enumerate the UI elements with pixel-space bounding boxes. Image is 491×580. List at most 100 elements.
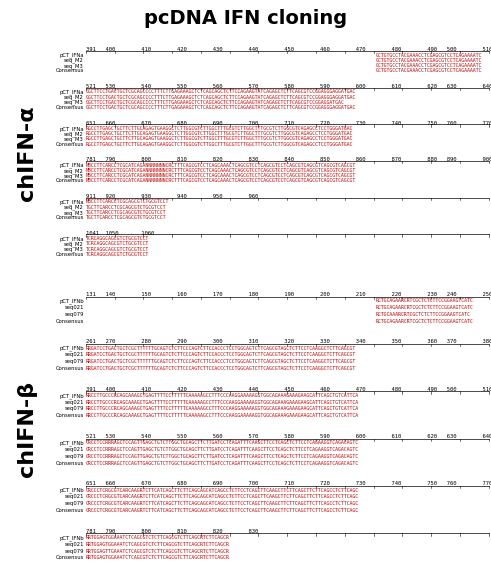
Text: seq_M2: seq_M2 (64, 205, 84, 211)
Text: seq_M2: seq_M2 (64, 168, 84, 173)
Text: 651   660        670        680        690        700        710        720     : 651 660 670 680 690 700 710 720 (86, 121, 491, 126)
Text: GGCTTCCTGACTGCTCGCAGCCCCTTTCTTGAGAAAGCTCTCAGCAGCTCTTCCAGAAGTATCAGAGCTCTTCAGCGTCC: GGCTTCCTGACTGCTCGCAGCCCCTTTCTTGAGAAAGCTC… (86, 105, 356, 110)
Text: TCRCAGGCAGCGTCTGCGTCCT: TCRCAGGCAGCGTCTGCGTCCT (86, 246, 149, 252)
Text: Consensus: Consensus (55, 179, 84, 183)
Text: RGCCTTGAGCTGCTTCTTGCAGAGTGAAGGCTCTTGGCGTCTTGGCTTTGCGTCTTGGCTTTGCGTCTTGGCGTCAGAGC: RGCCTTGAGCTGCTTCTTGCAGAGTGAAGGCTCTTGGCGT… (86, 136, 354, 142)
Text: pCT_IFNb: pCT_IFNb (59, 346, 84, 351)
Text: Consensus: Consensus (55, 215, 84, 220)
Text: RCTGCAGAARCRTCGCTCTCTTCCGGAAGTCATC: RCTGCAGAARCRTCGCTCTCTTCCGGAAGTCATC (376, 318, 473, 324)
Text: 781   790        800        810        820        830: 781 790 800 810 820 830 (86, 529, 258, 534)
Text: RCTGCAAARCRTCGCTCTCTTCCGGAAGTCATC: RCTGCAAARCRTCGCTCTCTTCCGGAAGTCATC (376, 312, 471, 317)
Text: pCT_IFNb: pCT_IFNb (59, 298, 84, 304)
Text: seq_M2: seq_M2 (64, 131, 84, 137)
Text: Consensus: Consensus (55, 105, 84, 110)
Text: RRTGGAGTTGAAATCTCAGCGTCTCTTCAGCGTCTTCAGCRTCTTCAGCR: RRTGGAGTTGAAATCTCAGCGTCTCTTCAGCGTCTTCAGC… (86, 549, 230, 553)
Text: TCRCAGGCAGCGTCTGCGTCCT: TCRCAGGCAGCGTCTGCGTCCT (86, 252, 149, 257)
Text: 261   270        280        290        300        310        320        330     : 261 270 280 290 300 310 320 330 (86, 339, 491, 344)
Text: RGCCTTGAGCTGCTTCTTGCAGAGTGAAGGCTCTTGGCGTCTTGGCTTTGCGTCTTGGCTTTGCGTCTTGGCGTCAGAGC: RGCCTTGAGCTGCTTCTTGCAGAGTGAAGGCTCTTGGCGT… (86, 126, 354, 131)
Text: seq021: seq021 (64, 542, 84, 547)
Text: seq_M2: seq_M2 (64, 95, 84, 100)
Text: Consensus: Consensus (55, 68, 84, 73)
Text: seq021: seq021 (64, 353, 84, 357)
Text: Consensus: Consensus (55, 508, 84, 513)
Text: TGCTTCARCCTCGCAGCGTCTGCGTCCT: TGCTTCARCCTCGCAGCGTCTGCGTCCT (86, 215, 166, 220)
Text: GCTGTGCCTACGAAACCTCGAGCGTCCTCAGAAAATC: GCTGTGCCTACGAAACCTCGAGCGTCCTCAGAAAATC (376, 58, 482, 63)
Text: pCT_IFNb: pCT_IFNb (59, 440, 84, 446)
Text: seq_M3: seq_M3 (64, 210, 84, 216)
Text: pCT_IFNa: pCT_IFNa (59, 53, 84, 58)
Text: NBCCTTCARCCTCGCATCAGANNNNNNNCRCTTTCAGCGTCCTCAGCAAACTCAGCGTCCTCAGCGTCCTCAGCGTCAGC: NBCCTTCARCCTCGCATCAGANNNNNNNCRCTTTCAGCGT… (86, 163, 356, 168)
Text: pcDNA IFN cloning: pcDNA IFN cloning (144, 9, 347, 28)
Text: seq_M3: seq_M3 (64, 173, 84, 179)
Text: seq_M3: seq_M3 (64, 246, 84, 252)
Text: seq079: seq079 (64, 312, 84, 317)
Text: CRCCTCCRRRAGCTCCAGTTGAGCTGTCTTGGCTGCAGCTTCTTGATCCTCAGATTTCAAGCTTCCTCAGCTCTTCCTCA: CRCCTCCRRRAGCTCCAGTTGAGCTGTCTTGGCTGCAGCT… (86, 447, 359, 452)
Text: RGCCTTGAGCTGCTTCTTGCAGAGTGAAGGCTCTTGGCGTCTTGGCTTTGCGTCTTGGCTTTGCGTCTTGGCGTCAGAGC: RGCCTTGAGCTGCTTCTTGCAGAGTGAAGGCTCTTGGCGT… (86, 131, 354, 136)
Text: CRCCCTCRGCGTCARCAAGRTCTTCATCAGCTTCTTCAGCAGCATCAGCCTCTTCCTCAGCTTCAAGCTTCTTCAGCTTC: CRCCCTCRGCGTCARCAAGRTCTTCATCAGCTTCTTCAGC… (86, 501, 359, 506)
Text: seq_M2: seq_M2 (64, 58, 84, 63)
Text: pCT_IFNa: pCT_IFNa (59, 236, 84, 242)
Text: seq_M2: seq_M2 (64, 241, 84, 247)
Text: RGCCTTGAGCTGCTTCTTGCAGAGTGAAGGCTCTTGGCGTCTTGGCTTTGCGTCTTGGCTTTGCGTCTTGGCGTCAGAGC: RGCCTTGAGCTGCTTCTTGCAGAGTGAAGGCTCTTGGCGT… (86, 142, 354, 147)
Text: TCRCAGGCAGCGTCTGCGTCCT: TCRCAGGCAGCGTCTGCGTCCT (86, 241, 149, 246)
Text: RRGATCCTGACTGCTCGCTTTTTTGCAGTCTCTTCCCAGTCTTCCACCCTCCTGGCAGTCTTCAGCGTAGCTCTTCCTCA: RRGATCCTGACTGCTCGCTTTTTTGCAGTCTCTTCCCAGT… (86, 346, 356, 351)
Text: GGCTTCCTGACTGCTCGCAGCCCCTTTCTTGAGAAAGCTCTCAGCAGCTCTTCCAGAAGTATCAGAGCTCTTCAGCGTCC: GGCTTCCTGACTGCTCGCAGCCCCTTTCTTGAGAAAGCTC… (86, 100, 345, 105)
Text: CRCCCTCRGCGTCARCAAGRTCTTCATCAGCTTCTTCAGCAGCATCAGCCTCTTCCTCAGCTTCAAGCTTCTTCAGCTTC: CRCCCTCRGCGTCARCAAGRTCTTCATCAGCTTCTTCAGC… (86, 488, 359, 493)
Text: Consensus: Consensus (55, 413, 84, 418)
Text: NBCCTTCARCCTCGCATCAGANNNNNNNCRCTTTCAGCGTCCTCAGCAAACTCAGCGTCCTCAGCGTCCTCAGCGTCAGC: NBCCTTCARCCTCGCATCAGANNNNNNNCRCTTTCAGCGT… (86, 173, 356, 178)
Text: 521   530        540        550        560        570        580        590     : 521 530 540 550 560 570 580 590 (86, 84, 491, 89)
Text: 391   400        410        420        430        440        450        460     : 391 400 410 420 430 440 450 460 (86, 386, 491, 392)
Text: 651   660        670        680        690        700        710        720     : 651 660 670 680 690 700 710 720 (86, 481, 491, 486)
Text: RCTGCAGAARCRTCGCTCTCTTCCGGAAGTCATC: RCTGCAGAARCRTCGCTCTCTTCCGGAAGTCATC (376, 305, 473, 310)
Text: GCTGTGCCTACGAAACCTCGAGCGTCCTCAGAAAATC: GCTGTGCCTACGAAACCTCGAGCGTCCTCAGAAAATC (376, 63, 482, 68)
Text: RRTGGAGTGGAAATCTCAGCGTCTCTTCAGCGTCTTCAGCRTCTTCAGCR: RRTGGAGTGGAAATCTCAGCGTCTCTTCAGCGTCTTCAGC… (86, 542, 230, 547)
Text: pCT_IFNb: pCT_IFNb (59, 488, 84, 494)
Text: seq079: seq079 (64, 359, 84, 364)
Text: GGCTTCCTGACTGCTCGCAGCCCCTTTCTTGAGAAAGCTCTCAGCAGCTCTTCCAGAAGTATCAGAGCTCTTCAGCGTCC: GGCTTCCTGACTGCTCGCAGCCCCTTTCTTGAGAAAGCTC… (86, 95, 356, 100)
Text: seq_M3: seq_M3 (64, 63, 84, 68)
Text: NBCCTTCARCCTCGCATCAGANNNNNNNCRCTTTCAGCGTCCTCAGCAAACTCAGCGTCCTCAGCGTCCTCAGCGTCAGC: NBCCTTCARCCTCGCATCAGANNNNNNNCRCTTTCAGCGT… (86, 168, 356, 173)
Text: seq079: seq079 (64, 407, 84, 411)
Text: Consensus: Consensus (55, 318, 84, 324)
Text: GCTGTGCCTACGAAACCTCGAGCGTCCTCAGAAAATC: GCTGTGCCTACGAAACCTCGAGCGTCCTCAGAAAATC (376, 53, 482, 57)
Text: NBCCTTCARCCTCGCAGCGTCTGCGTCCT: NBCCTTCARCCTCGCAGCGTCTGCGTCCT (86, 200, 169, 205)
Text: RRCCTTGCCCRCAGCAAAGCTGAGTTTTCCTTTTTCAAAAAGCCTTTCCCAAGGAAAAAGGTGGCAGAAAGAAAGAAGCA: RRCCTTGCCCRCAGCAAAGCTGAGTTTTCCTTTTTCAAAA… (86, 400, 359, 405)
Text: seq079: seq079 (64, 501, 84, 506)
Text: 131   140        150        160        170        180        190        200     : 131 140 150 160 170 180 190 200 (86, 292, 491, 297)
Text: seq021: seq021 (64, 447, 84, 452)
Text: RRGATCCTGACTGCTCGCTTTTTTGCAGTCTCTTCCCAGTCTTCCACCCTCCTGGCAGTCTTCAGCGTAGCTCTTCCTCA: RRGATCCTGACTGCTCGCTTTTTTGCAGTCTCTTCCCAGT… (86, 366, 356, 371)
Text: Consensus: Consensus (55, 142, 84, 147)
Text: Consensus: Consensus (55, 252, 84, 257)
Text: seq021: seq021 (64, 305, 84, 310)
Text: pCT_IFNa: pCT_IFNa (59, 89, 84, 95)
Text: RRCCTTGCCCRCAGCAAAGCTGAGTTTTCCTTTTTCAAAAAGCCTTTCCCAAGGAAAAAGGTGGCAGAAAGAAAGAAGCA: RRCCTTGCCCRCAGCAAAGCTGAGTTTTCCTTTTTCAAAA… (86, 407, 359, 411)
Text: TGCTTCARCCTCGCAGCGTCTGCGTCCT: TGCTTCARCCTCGCAGCGTCTGCGTCCT (86, 210, 166, 215)
Text: RRCCTTGCCCRCAGCAAAGCTGAGTTTTCCTTTTTCAAAAAGCCTTTCCCAAGGAAAAAGGTGGCAGAAAGAAAGAAGCA: RRCCTTGCCCRCAGCAAAGCTGAGTTTTCCTTTTTCAAAA… (86, 393, 359, 398)
Text: CRCCCTCRGCGTCARCAAGRTCTTCATCAGCTTCTTCAGCAGCATCAGCCTCTTCCTCAGCTTCAAGCTTCTTCAGCTTC: CRCCCTCRGCGTCARCAAGRTCTTCATCAGCTTCTTCAGC… (86, 508, 359, 513)
Text: RRTGGAGTGGAAATCTCAGCGTCTCTTCAGCGTCTTCAGCRTCTTCAGCR: RRTGGAGTGGAAATCTCAGCGTCTCTTCAGCGTCTTCAGC… (86, 535, 230, 540)
Text: CRCCTCCRRRAGCTCCAGTTGAGCTGTCTTGGCTGCAGCTTCTTGATCCTCAGATTTCAAGCTTCCTCAGCTCTTCCTCA: CRCCTCCRRRAGCTCCAGTTGAGCTGTCTTGGCTGCAGCT… (86, 440, 359, 445)
Text: Consensus: Consensus (55, 461, 84, 466)
Text: Consensus: Consensus (55, 555, 84, 560)
Text: seq_M3: seq_M3 (64, 136, 84, 142)
Text: 781   790        800        810        820        830        840        850     : 781 790 800 810 820 830 840 850 (86, 157, 491, 162)
Text: TGCTTCARCCTCGCAGCGTCTGCGTCCT: TGCTTCARCCTCGCAGCGTCTGCGTCCT (86, 205, 166, 210)
Text: seq021: seq021 (64, 495, 84, 499)
Text: seq021: seq021 (64, 400, 84, 405)
Text: CRCCTCCRRRAGCTCCAGTTGAGCTGTCTTGGCTGCAGCTTCTTGATCCTCAGATTTCAAGCTTCCTCAGCTCTTCCTCA: CRCCTCCRRRAGCTCCAGTTGAGCTGTCTTGGCTGCAGCT… (86, 461, 359, 466)
Text: 911   920        930        940        950        960: 911 920 930 940 950 960 (86, 194, 258, 199)
Text: GCTGTGCCTACGAAACCTCGAGCGTCCTCAGAAAATC: GCTGTGCCTACGAAACCTCGAGCGTCCTCAGAAAATC (376, 68, 482, 73)
Text: chIFN-α: chIFN-α (17, 106, 37, 201)
Text: RRTGGAGTGGAAATCTCAGCGTCTCTTCAGCGTCTTCAGCRTCTTCAGCR: RRTGGAGTGGAAATCTCAGCGTCTCTTCAGCGTCTTCAGC… (86, 555, 230, 560)
Text: NBCCTTCARCCTCGCATCAGANNNNNNNCRCTTTCAGCGTCCTCAGCAAACTCAGCGTCCTCAGCGTCCTCAGCGTCAGC: NBCCTTCARCCTCGCATCAGANNNNNNNCRCTTTCAGCGT… (86, 179, 356, 183)
Text: pCT_IFNb: pCT_IFNb (59, 535, 84, 541)
Text: Consensus: Consensus (55, 366, 84, 371)
Text: pCT_IFNa: pCT_IFNa (59, 200, 84, 205)
Text: TCRCAGGCAGCGTCTGCGTCCT: TCRCAGGCAGCGTCTGCGTCCT (86, 236, 149, 241)
Text: 1041  1050       1060: 1041 1050 1060 (86, 231, 154, 236)
Text: chIFN-β: chIFN-β (17, 381, 37, 477)
Text: RRGATCCTGACTGCTCGCTTTTTTGCAGTCTCTTCCCAGTCTTCCACCCTCCTGGCAGTCTTCAGCGTAGCTCTTCCTCA: RRGATCCTGACTGCTCGCTTTTTTGCAGTCTCTTCCCAGT… (86, 353, 356, 357)
Text: seq079: seq079 (64, 549, 84, 553)
Text: RCTGCAGAARCRTCGCTCTCTTCCGGAAGTCATC: RCTGCAGAARCRTCGCTCTCTTCCGGAAGTCATC (376, 298, 473, 303)
Text: RRCCTTGCCCRCAGCAAAGCTGAGTTTTCCTTTTTCAAAAAGCCTTTCCCAAGGAAAAAGGTGGCAGAAAGAAAGAAGCA: RRCCTTGCCCRCAGCAAAGCTGAGTTTTCCTTTTTCAAAA… (86, 413, 359, 418)
